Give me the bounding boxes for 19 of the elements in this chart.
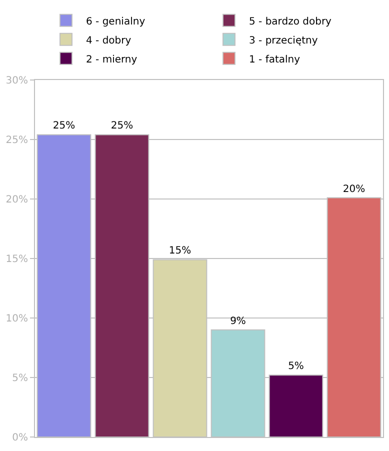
data-label: 5% (288, 361, 304, 372)
data-label: 25% (52, 120, 76, 132)
y-tick-label: 15% (6, 254, 28, 265)
y-tick-label: 0% (12, 432, 28, 444)
y-tick-label: 30% (6, 76, 28, 86)
legend-label: 3 - przeciętny (249, 35, 318, 46)
y-tick-label: 20% (6, 194, 28, 206)
y-tick-label: 10% (6, 314, 28, 324)
legend-label: 6 - genialny (86, 16, 146, 28)
data-label: 15% (168, 246, 192, 257)
data-label: 20% (342, 184, 366, 195)
data-label: 9% (230, 316, 246, 327)
y-tick-label: 5% (12, 373, 28, 384)
data-label: 25% (110, 120, 134, 132)
legend-label: 5 - bardzo dobry (249, 16, 332, 28)
legend-label: 4 - dobry (86, 35, 132, 46)
legend-label: 1 - fatalny (249, 54, 300, 66)
legend-label: 2 - mierny (86, 54, 138, 66)
y-tick-label: 25% (6, 135, 28, 146)
